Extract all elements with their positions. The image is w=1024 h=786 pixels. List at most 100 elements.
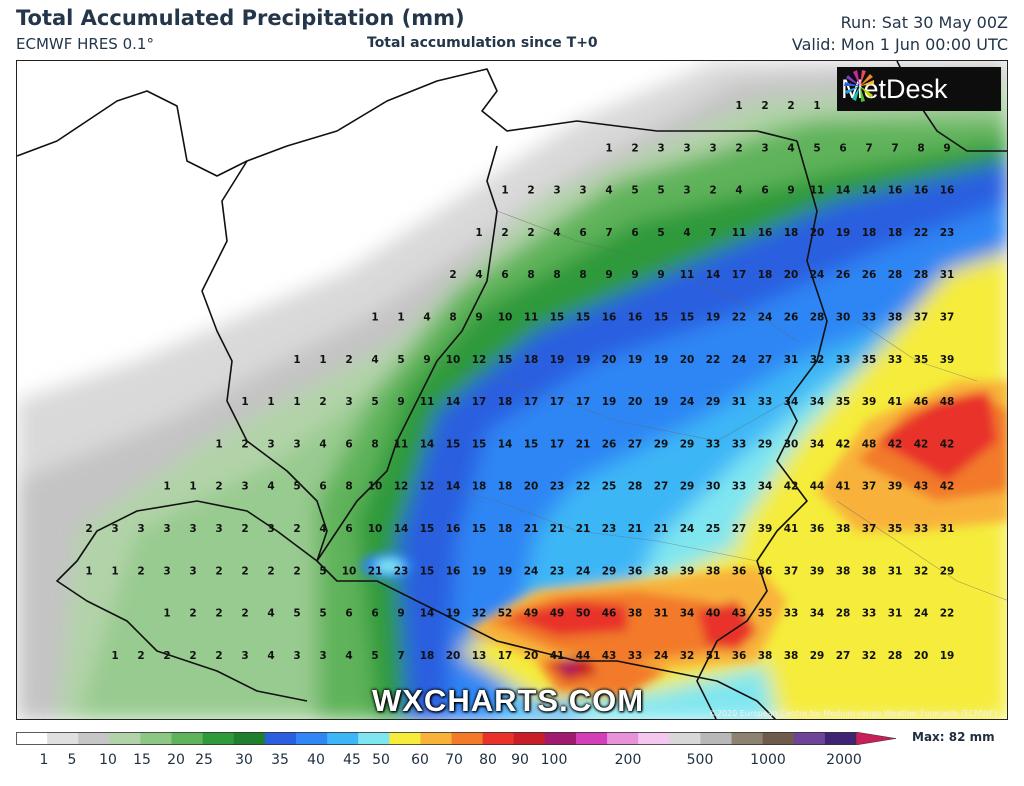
precip-value: 3: [163, 523, 170, 535]
precip-value: 17: [524, 396, 539, 408]
precip-value: 2: [137, 565, 144, 577]
precip-value: 4: [605, 185, 612, 197]
precip-value: 5: [371, 396, 378, 408]
precip-value: 1: [111, 565, 118, 577]
precip-value: 2: [735, 142, 742, 154]
precip-value: 7: [709, 227, 716, 239]
precip-value: 19: [654, 354, 669, 366]
precip-value: 8: [345, 481, 352, 493]
precip-value: 34: [810, 438, 825, 450]
legend-swatch: [669, 732, 701, 745]
precip-value: 24: [810, 269, 825, 281]
legend-tick: 90: [511, 752, 529, 768]
precip-value: 24: [654, 650, 669, 662]
precipitation-map[interactable]: 1221111212333234567789123345532469111414…: [16, 60, 1008, 720]
precip-value: 1: [241, 396, 248, 408]
precip-value: 3: [137, 523, 144, 535]
precip-value: 15: [576, 312, 591, 324]
legend-tick: 50: [372, 752, 390, 768]
legend-tick: 30: [235, 752, 253, 768]
precip-value: 4: [319, 523, 326, 535]
precip-value: 9: [943, 142, 950, 154]
precip-value: 7: [891, 142, 898, 154]
legend-swatch: [140, 732, 173, 745]
precip-value: 3: [215, 523, 222, 535]
precip-value: 1: [475, 227, 482, 239]
precip-value: 39: [862, 396, 877, 408]
precip-value: 2: [449, 269, 456, 281]
precip-value: 10: [446, 354, 461, 366]
precip-value: 14: [498, 438, 513, 450]
precip-value: 17: [472, 396, 487, 408]
precip-value: 31: [732, 396, 747, 408]
copyright-credit: ©2020 European Centre for Medium-range W…: [708, 709, 997, 718]
precip-value: 5: [319, 608, 326, 620]
precip-value: 8: [917, 142, 924, 154]
precip-value: 42: [914, 438, 929, 450]
precip-value: 24: [732, 354, 747, 366]
precip-value: 1: [111, 650, 118, 662]
precip-value: 1: [293, 396, 300, 408]
precip-value: 31: [888, 608, 903, 620]
precip-value: 26: [784, 312, 799, 324]
precip-value: 33: [862, 608, 877, 620]
run-time: Run: Sat 30 May 00Z: [840, 13, 1008, 32]
precip-value: 23: [550, 481, 565, 493]
precip-value: 36: [758, 565, 773, 577]
precip-value: 3: [761, 142, 768, 154]
precip-value: 24: [576, 565, 591, 577]
precip-value: 6: [345, 608, 352, 620]
precip-value: 27: [732, 523, 747, 535]
precip-value: 25: [602, 481, 617, 493]
precip-value: 49: [550, 608, 565, 620]
precip-value: 23: [602, 523, 617, 535]
precip-value: 9: [787, 185, 794, 197]
precip-value: 6: [579, 227, 586, 239]
precip-value: 29: [706, 396, 721, 408]
legend-swatch: [638, 732, 670, 745]
precip-value: 2: [163, 650, 170, 662]
precip-value: 33: [888, 354, 903, 366]
precip-value: 41: [550, 650, 565, 662]
precip-value: 28: [810, 312, 825, 324]
precip-value: 22: [914, 227, 929, 239]
legend-tick: 500: [686, 752, 714, 768]
legend-swatch: [296, 732, 328, 745]
precip-value: 15: [680, 312, 695, 324]
precip-value: 48: [940, 396, 955, 408]
precip-value: 4: [553, 227, 560, 239]
precip-value: 20: [810, 227, 825, 239]
precip-value: 37: [914, 312, 929, 324]
legend-color-bar: [16, 732, 896, 745]
precip-value: 5: [293, 481, 300, 493]
precip-value: 12: [472, 354, 487, 366]
precip-value: 34: [810, 396, 825, 408]
precip-value: 36: [628, 565, 643, 577]
precip-value: 1: [267, 396, 274, 408]
precip-value: 48: [862, 438, 877, 450]
precip-value: 28: [888, 650, 903, 662]
precip-value: 44: [810, 481, 825, 493]
precip-value: 14: [394, 523, 409, 535]
precip-value: 3: [267, 523, 274, 535]
precip-value: 6: [371, 608, 378, 620]
legend-swatch: [78, 732, 110, 745]
precip-value: 4: [735, 185, 742, 197]
precip-value: 31: [784, 354, 799, 366]
precip-value: 10: [342, 565, 357, 577]
precip-value: 13: [472, 650, 487, 662]
legend-tick: 1000: [750, 752, 786, 768]
precip-value: 6: [839, 142, 846, 154]
precip-value: 2: [293, 565, 300, 577]
precip-value: 46: [602, 608, 617, 620]
precip-value: 2: [137, 650, 144, 662]
precip-value: 5: [293, 608, 300, 620]
precip-value: 24: [914, 608, 929, 620]
precip-value: 19: [654, 396, 669, 408]
precip-value: 30: [836, 312, 851, 324]
precip-value: 3: [267, 438, 274, 450]
precip-value: 33: [758, 396, 773, 408]
precip-value: 27: [758, 354, 773, 366]
precip-value: 26: [862, 269, 877, 281]
precip-value: 3: [163, 565, 170, 577]
